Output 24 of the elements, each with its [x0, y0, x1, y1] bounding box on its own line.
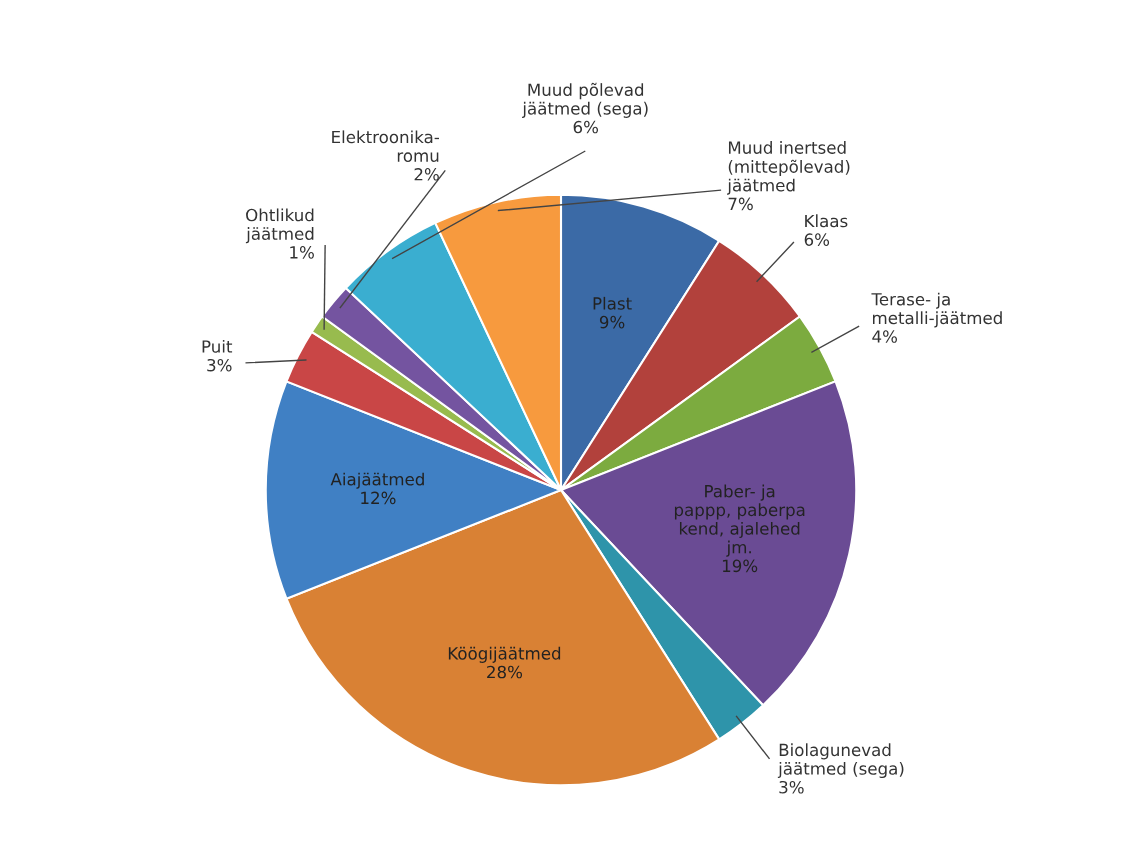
data-label: 3%: [779, 780, 804, 794]
slice-label: Ohtlikud jäätmed: [245, 208, 314, 244]
data-label: 3%: [207, 358, 232, 372]
data-label: 7%: [728, 197, 753, 211]
data-label: 2%: [414, 168, 439, 181]
slice-label: Puit: [202, 339, 233, 353]
data-label: 28%: [487, 665, 523, 679]
slice-label: Köögijäätmed: [448, 646, 561, 663]
data-label: 6%: [804, 233, 830, 246]
data-label: 19%: [722, 559, 758, 573]
slice-label: Klaas: [805, 214, 848, 228]
slice-label: Muud põlevad jäätmed (sega): [522, 82, 648, 118]
data-label: 6%: [573, 120, 599, 134]
data-label: 4%: [872, 330, 898, 343]
slice-label: Paber- ja pappp, paberpa kend, ajalehed jm.: [674, 484, 805, 557]
slice-label: Terase- ja metalli-jäätmed: [871, 292, 1002, 328]
data-label: 9%: [599, 315, 625, 329]
slice-label: Muud inertsed (mittepõlevad) jäätmed: [727, 140, 850, 195]
slice-label: Elektroonika- romu: [332, 130, 439, 162]
slice-label: Aiajäätmed: [330, 472, 424, 489]
slice-label: Plast: [593, 296, 632, 310]
slice-label: Biolagunevad jäätmed (sega): [777, 743, 904, 779]
data-label: 12%: [361, 491, 396, 505]
data-label: 1%: [290, 246, 314, 259]
